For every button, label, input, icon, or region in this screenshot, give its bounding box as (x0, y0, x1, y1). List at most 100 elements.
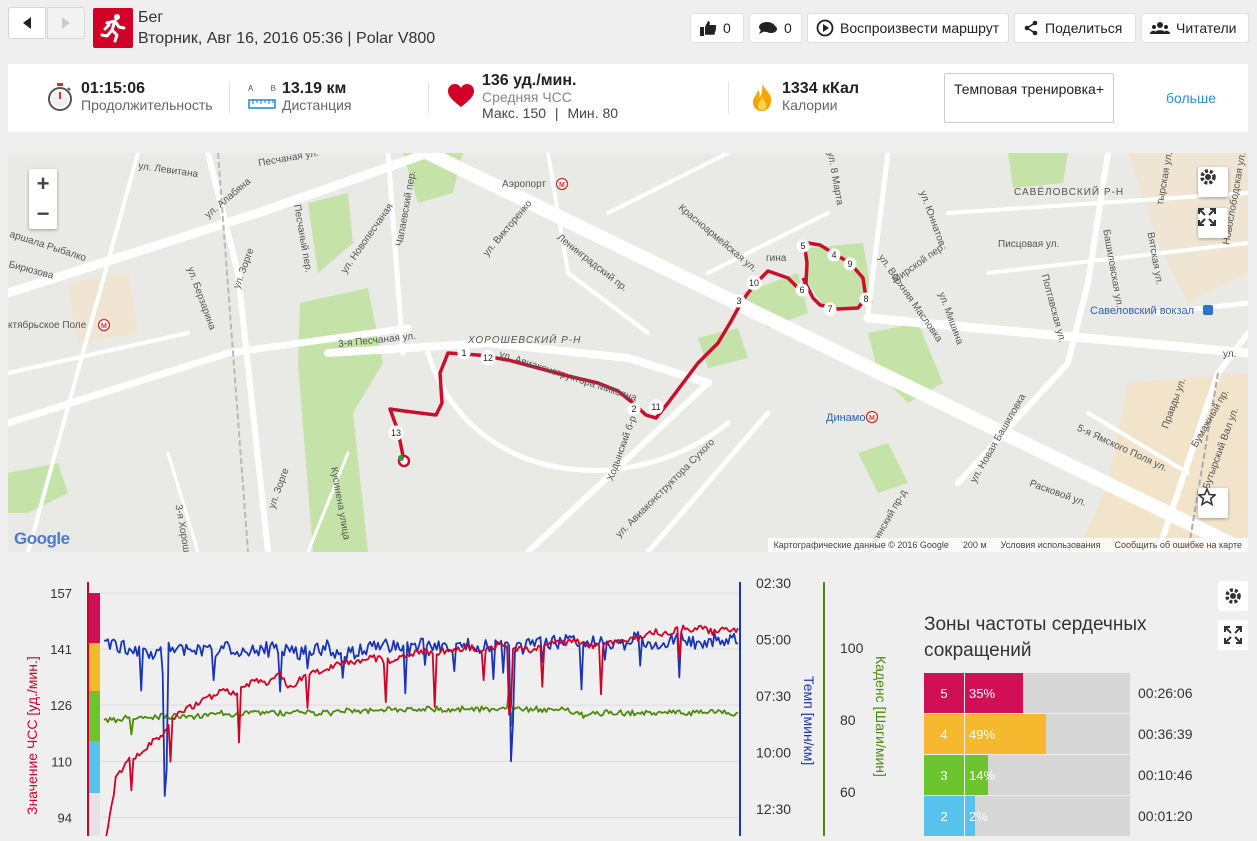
gear-icon (1200, 169, 1216, 185)
gear-icon (1225, 588, 1241, 604)
likes-count: 0 (723, 20, 731, 36)
map-label: ХОРОШЕВСКИЙ Р-Н (468, 335, 582, 346)
y-left-label: Значение ЧСС [уд./мин.] (24, 656, 40, 815)
hr-zone-row: 5 35% 00:26:06 (924, 673, 1224, 713)
y-left-tick: 157 (50, 586, 72, 601)
map-label: САВЁЛОВСКИЙ Р-Н (1014, 187, 1125, 198)
zone-bar-track (965, 755, 1130, 795)
zone-time: 00:01:20 (1138, 808, 1193, 824)
duration-value: 01:15:06 (81, 80, 146, 97)
hr-zone-row: 4 49% 00:36:39 (924, 714, 1224, 754)
route-marker-4: 4 (831, 250, 836, 260)
more-link[interactable]: больше (1166, 90, 1216, 106)
zone-time: 00:10:46 (1138, 767, 1193, 783)
comments-count: 0 (784, 20, 792, 36)
map-fullscreen-button[interactable] (1198, 208, 1228, 238)
map-label: гина (766, 253, 787, 264)
zone-band (88, 793, 100, 841)
y-left-tick: 110 (51, 754, 72, 769)
route-marker-13: 13 (391, 428, 401, 438)
hr-zones-panel: Зоны частоты сердечных сокращений 5 35% 00… (924, 612, 1224, 836)
readers-label: Читатели (1176, 20, 1237, 36)
separator: | (554, 105, 559, 121)
distance-value: 13.19 км (282, 80, 347, 97)
hr-min: Мин. 80 (567, 105, 619, 121)
distance-label: Дистанция (282, 97, 352, 113)
zone-number: 5 (924, 673, 964, 713)
chart-fullscreen-button[interactable] (1218, 620, 1248, 650)
calories-value: 1334 кКал (782, 80, 860, 97)
y-right-tick: 02:30 (756, 575, 791, 591)
hr-series-line (104, 624, 739, 841)
route-map[interactable]: M M M 1 2 3 4 5 6 7 8 9 10 11 12 13 Аэропо… (8, 153, 1248, 552)
calories-label: Калории (782, 97, 838, 113)
hr-zone-row: 3 14% 00:10:46 (924, 755, 1224, 795)
forward-button[interactable] (47, 7, 85, 39)
zone-percent: 35% (969, 686, 996, 701)
ruler-icon (248, 99, 276, 109)
map-settings-button[interactable] (1198, 167, 1228, 197)
hr-max: Макс. 150 (482, 105, 547, 121)
stopwatch-icon (48, 83, 72, 111)
y-right2-label: Каденс [Шаги/мин] (873, 656, 889, 777)
route-marker-7: 7 (827, 304, 832, 314)
route-marker-9: 9 (847, 259, 852, 269)
heart-icon (448, 84, 474, 107)
sport-title: Бег (138, 9, 164, 26)
svg-text:M: M (101, 323, 107, 330)
zoom-in-button[interactable]: + (36, 171, 50, 196)
y-left-tick: 126 (50, 698, 72, 713)
zone-percent: 2% (969, 809, 988, 824)
hr-zone-row: 2 2% 00:01:20 (924, 796, 1224, 836)
training-benefit-box[interactable]: Темповая тренировка+ (944, 73, 1114, 123)
share-button[interactable]: Поделиться (1014, 13, 1136, 43)
zone-band (88, 643, 100, 691)
thumbs-up-icon (700, 21, 717, 36)
report-error-link[interactable]: Сообщить об ошибке на карте (1114, 540, 1242, 550)
route-marker-5: 5 (800, 241, 805, 251)
marker-a: A (248, 84, 254, 93)
svg-text:M: M (869, 415, 875, 422)
terms-link[interactable]: Условия использования (1000, 540, 1101, 550)
back-button[interactable] (8, 7, 46, 39)
y-right-tick: 05:00 (756, 632, 791, 648)
like-button[interactable]: 0 (690, 13, 744, 43)
zone-band (88, 741, 100, 793)
favorite-button[interactable] (1198, 488, 1228, 518)
workout-chart[interactable]: 157141126110947902:3005:0007:3010:0012:3… (0, 570, 900, 841)
zone-number: 4 (924, 714, 964, 754)
y-right2-tick: 100 (840, 640, 864, 656)
comments-button[interactable]: 0 (749, 13, 802, 43)
route-marker-8: 8 (863, 294, 868, 304)
fullscreen-icon (1224, 626, 1242, 644)
chart-settings-button[interactable] (1218, 581, 1248, 611)
route-marker-1: 1 (461, 348, 466, 358)
share-label: Поделиться (1045, 20, 1123, 36)
map-scale: 200 м (962, 540, 987, 550)
google-logo: Google (14, 529, 70, 548)
zoom-controls: + − (29, 169, 57, 229)
readers-button[interactable]: Читатели (1141, 13, 1249, 43)
zoom-out-button[interactable]: − (36, 201, 50, 226)
top-bar: Бег Вторник, Авг 16, 2016 05:36 | Polar … (0, 0, 1257, 60)
zone-time: 00:36:39 (1138, 726, 1193, 742)
share-icon (1024, 20, 1038, 36)
arrow-left-icon (23, 17, 31, 29)
map-attribution: Картографические данные © 2016 Google 20… (767, 538, 1248, 552)
replay-route-button[interactable]: Воспроизвести маршрут (807, 13, 1009, 43)
y-right-tick: 10:00 (756, 745, 791, 761)
zone-bar-fill (965, 714, 1046, 754)
svg-text:M: M (559, 182, 565, 189)
route-marker-12: 12 (483, 353, 493, 363)
zone-percent: 49% (969, 727, 996, 742)
zone-number: 2 (924, 796, 964, 836)
arrow-right-icon (62, 17, 70, 29)
zone-bar-fill (965, 796, 975, 836)
star-icon (1198, 488, 1216, 506)
zone-bar-track (965, 796, 1130, 836)
avg-hr-label: Средняя ЧСС (482, 89, 572, 105)
route-marker-11: 11 (651, 402, 660, 412)
marker-b: B (270, 84, 276, 93)
map-label: Савеловский вокзал (1090, 305, 1195, 317)
